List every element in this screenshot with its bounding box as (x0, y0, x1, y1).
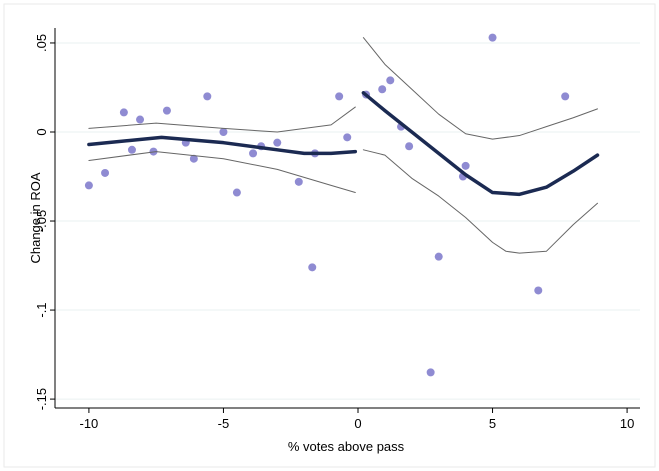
fit-line (361, 91, 600, 197)
x-tick-label: 5 (489, 416, 496, 431)
outer-frame (3, 3, 656, 468)
y-tick-label: -.15 (34, 388, 49, 410)
scatter-point (119, 108, 128, 117)
fit-line (88, 106, 356, 133)
scatter-point (84, 181, 93, 190)
scatter-point (127, 145, 136, 154)
fit-line (362, 37, 598, 140)
scatter-point (343, 133, 352, 142)
fit-line (88, 151, 356, 194)
scatter-point (335, 92, 344, 101)
y-tick-label: -.1 (34, 302, 49, 317)
scatter-point (561, 92, 570, 101)
x-axis-title: % votes above pass (288, 439, 405, 454)
scatter-point (219, 127, 228, 136)
x-tick-label: -10 (80, 416, 99, 431)
x-tick-label: 10 (620, 416, 634, 431)
scatter-point (203, 92, 212, 101)
scatter-point (308, 263, 317, 272)
scatter-point (378, 85, 387, 94)
scatter-point (273, 138, 282, 147)
scatter-point (534, 286, 543, 295)
y-tick-label: -.05 (34, 210, 49, 232)
scatter-point (249, 149, 258, 158)
y-tick-label: .05 (34, 34, 49, 52)
x-tick-label: 0 (354, 416, 361, 431)
fit-line (87, 135, 358, 156)
scatter-point (434, 252, 443, 261)
scatter-point (386, 76, 395, 85)
scatter-point (426, 368, 435, 377)
scatter-point (162, 106, 171, 115)
scatter-point (136, 115, 145, 124)
scatter-point (232, 188, 241, 197)
fit-line (362, 149, 598, 254)
scatter-point (101, 168, 110, 177)
x-tick-label: -5 (218, 416, 230, 431)
y-axis-title: Change in ROA (28, 172, 43, 263)
scatter-point (294, 177, 303, 186)
scatter-point (405, 142, 414, 151)
y-tick-label: 0 (34, 128, 49, 135)
scatter-point (461, 161, 470, 170)
scatter-point (488, 33, 497, 42)
scatter-point (189, 154, 198, 163)
